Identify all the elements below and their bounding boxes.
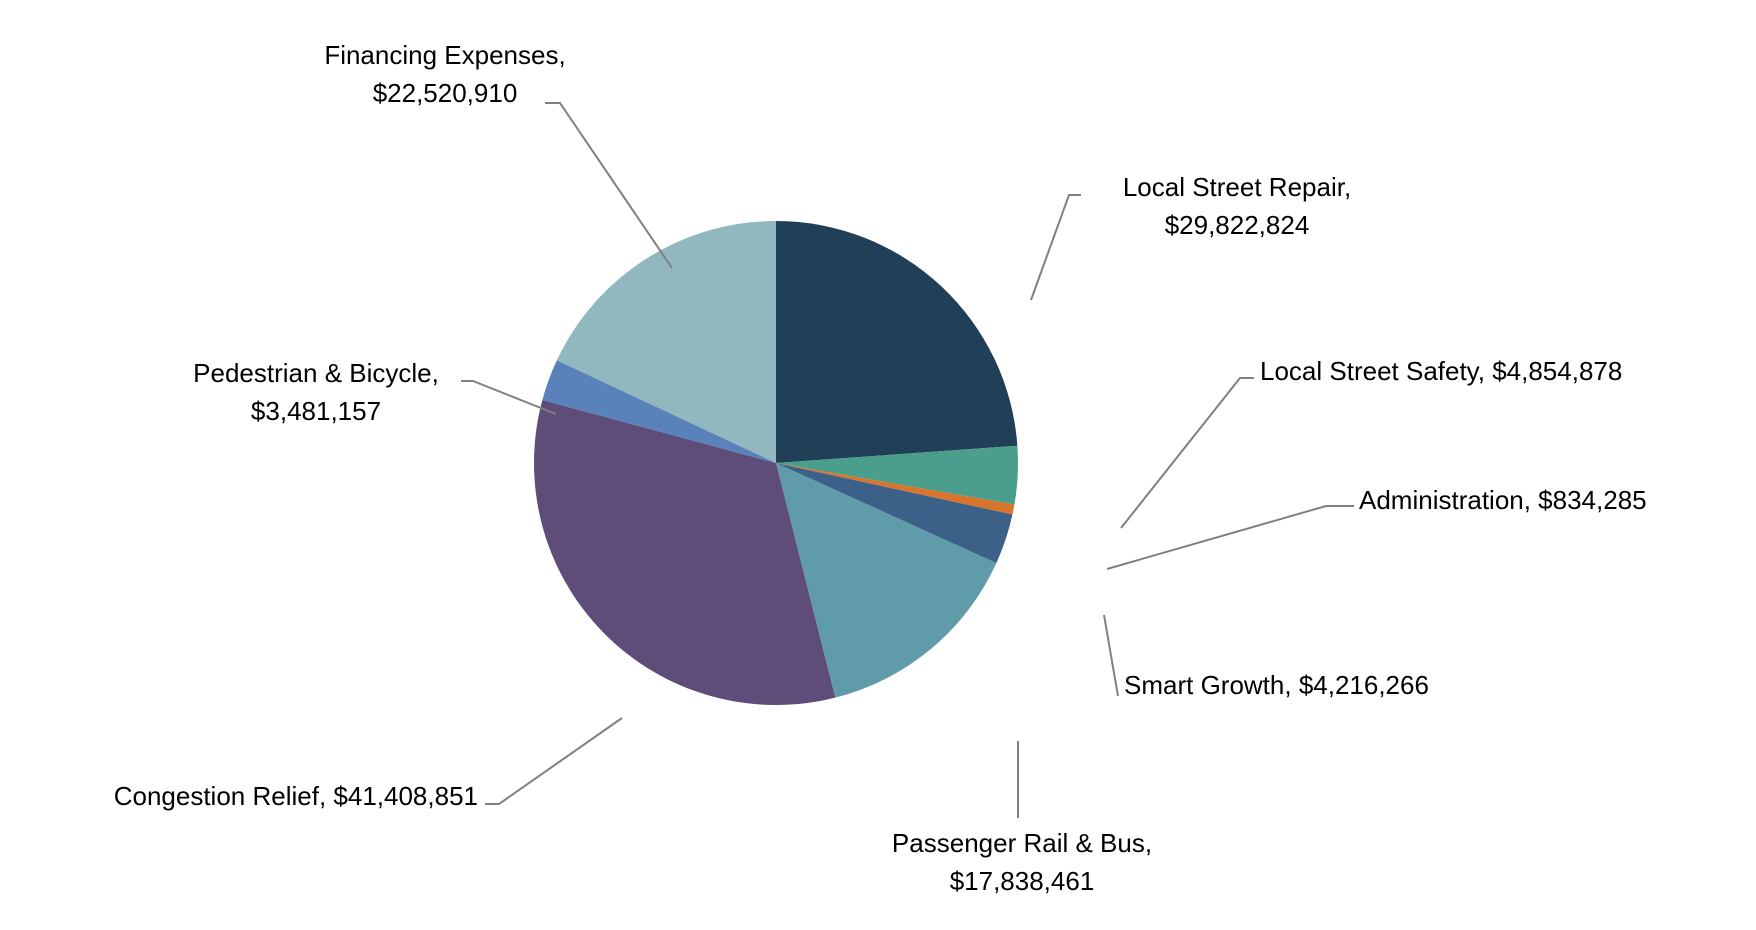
pie-slice-passenger-rail-bus — [776, 463, 997, 698]
leader-line-pedestrian-bicycle — [461, 380, 557, 415]
leader-line-local-street-repair — [1030, 194, 1081, 301]
pie-slice-pedestrian-bicycle — [542, 360, 776, 463]
data-label-financing-expenses: Financing Expenses, $22,520,910 — [324, 40, 566, 108]
leader-line-administration — [1106, 505, 1354, 570]
pie-slice-local-street-repair — [776, 221, 1018, 463]
data-label-passenger-rail-bus: Passenger Rail & Bus, $17,838,461 — [891, 828, 1153, 896]
leader-line-financing-expenses — [545, 102, 673, 269]
pie-slices — [534, 221, 1018, 706]
data-label-local-street-safety: Local Street Safety, $4,854,878 — [1260, 356, 1623, 386]
data-label-administration: Administration, $834,285 — [1359, 485, 1647, 515]
leader-line-congestion-relief — [485, 717, 623, 805]
pie-slice-smart-growth — [776, 463, 1013, 564]
leader-line-smart-growth — [1103, 614, 1119, 697]
data-label-smart-growth: Smart Growth, $4,216,266 — [1124, 670, 1429, 700]
data-label-local-street-repair: Local Street Repair, $29,822,824 — [1122, 172, 1352, 240]
data-label-congestion-relief: Congestion Relief, $41,408,851 — [113, 781, 478, 811]
pie-slice-administration — [776, 463, 1015, 515]
data-label-pedestrian-bicycle: Pedestrian & Bicycle, $3,481,157 — [193, 358, 439, 426]
pie-slice-financing-expenses — [556, 221, 776, 463]
leader-line-local-street-safety — [1120, 377, 1254, 529]
pie-slice-local-street-safety — [776, 445, 1018, 505]
leader-lines — [461, 102, 1354, 818]
pie-slice-congestion-relief — [534, 399, 836, 706]
